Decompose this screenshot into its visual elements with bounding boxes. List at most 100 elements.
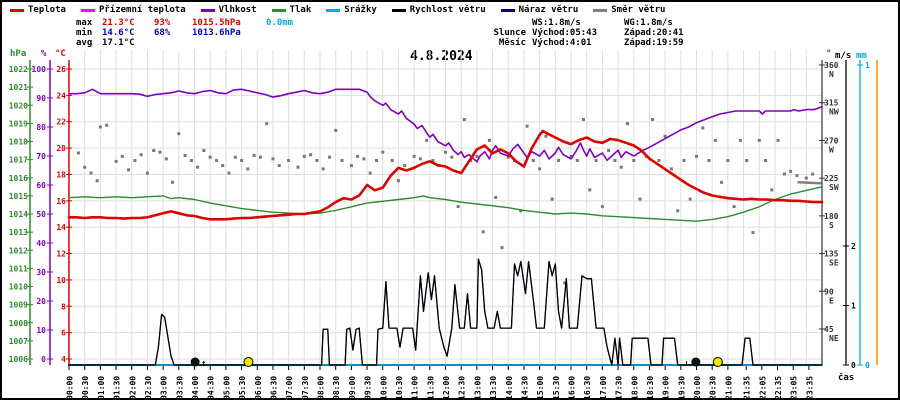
direction-axis-compass-label: NE — [829, 334, 839, 343]
legend-item-label: Směr větru — [611, 5, 666, 15]
humidity-axis-tick-label: 0 — [41, 355, 46, 364]
sunrise-time: Východ:05:43 — [532, 28, 598, 38]
wind-direction-dot — [745, 159, 749, 162]
humidity-axis-tick-label: 50 — [36, 210, 46, 219]
direction-axis-compass-label: S — [829, 221, 834, 230]
min-temperature: 14.6°C — [102, 28, 135, 38]
wind-direction-dot — [462, 118, 466, 121]
wind-direction-dot — [277, 164, 281, 168]
wind-direction-dot — [695, 154, 698, 158]
time-axis-label: 05:30 — [238, 376, 247, 400]
wind-direction-dot — [390, 159, 394, 162]
wind-direction-dot — [638, 197, 642, 201]
wind-direction-dot — [171, 180, 174, 184]
max-temperature: 21.3°C — [102, 18, 135, 28]
pressure-axis-tick-label: 1016 — [9, 174, 28, 183]
time-axis-label: 21:00 — [724, 376, 733, 400]
wind-direction-dot — [569, 154, 573, 158]
direction-axis-degree-label: 135 — [824, 250, 839, 259]
pressure-axis-tick-label: 1008 — [9, 319, 28, 328]
wind-direction-dot — [613, 159, 617, 162]
wind-direction-dot — [764, 159, 767, 162]
rise-arrow-icon: ↑ — [201, 359, 206, 369]
wind-direction-dot — [431, 159, 435, 162]
time-axis-label: 10:00 — [379, 376, 388, 400]
legend-item-sm-r-v-tru: Směr větru — [593, 5, 665, 15]
wind-direction-dot — [519, 209, 523, 213]
temperature-axis-tick-label: 26 — [56, 65, 66, 74]
wind-direction-dot — [506, 155, 510, 159]
direction-axis-degree-label: 225 — [824, 174, 839, 183]
wind-direction-dot — [202, 149, 206, 152]
humidity-axis-unit: % — [41, 49, 47, 59]
wind-direction-dot — [444, 150, 447, 154]
temperature-axis-tick-label: 4 — [61, 355, 66, 364]
time-axis-label: 14:00 — [505, 376, 514, 400]
time-axis-label: 21:35 — [743, 376, 752, 400]
temperature-axis-tick-label: 12 — [56, 250, 66, 259]
legend-color-dash — [200, 8, 215, 12]
wind-direction-dot — [456, 205, 460, 209]
time-axis-label: 23:35 — [805, 376, 814, 400]
time-axis-label: 16:00 — [568, 376, 577, 400]
direction-axis-compass-label: NW — [829, 108, 839, 117]
wind-direction-dot — [89, 171, 93, 175]
time-axis-label: 16:30 — [583, 376, 592, 400]
wind-direction-dot — [271, 157, 275, 161]
wind-direction-dot — [246, 167, 250, 171]
pressure-axis-tick-label: 1012 — [9, 246, 28, 255]
time-axis-label: 23:05 — [790, 376, 799, 400]
time-axis-label: 07:00 — [285, 376, 294, 400]
direction-axis-compass-label: SE — [829, 259, 839, 268]
wind-direction-dot — [726, 159, 730, 162]
stats-min-label: min — [76, 28, 93, 38]
time-axis-label: 22:05 — [758, 376, 767, 400]
stats-avg-row: avg 17.1°C — [76, 38, 293, 48]
pressure-axis-tick-label: 1011 — [9, 264, 28, 273]
direction-axis-unit: ° — [826, 49, 831, 59]
legend-item-label: Srážky — [344, 5, 377, 15]
moonrise-time: Východ:4:01 — [532, 38, 592, 48]
wind-direction-dot — [563, 281, 567, 285]
direction-axis-degree-label: 180 — [824, 212, 839, 221]
wind-direction-dot — [500, 246, 504, 250]
temperature-axis-tick-label: 24 — [56, 91, 66, 100]
wind-direction-dot — [309, 153, 313, 157]
sunset-time: Západ:20:41 — [624, 28, 684, 38]
wind-direction-dot — [418, 157, 422, 161]
wind-direction-dot — [811, 172, 815, 176]
moon-marker-moonrise — [190, 357, 200, 367]
speed-axis-tick-label: 2 — [851, 242, 856, 251]
wind-direction-dot — [396, 179, 400, 183]
pressure-axis-tick-label: 1017 — [9, 156, 28, 165]
wind-direction-dot — [669, 167, 673, 171]
time-axis-label: 03:30 — [175, 376, 184, 400]
humidity-axis-tick-label: 60 — [36, 181, 46, 190]
direction-axis-degree-label: 315 — [824, 99, 839, 108]
pressure-axis-tick-label: 1009 — [9, 301, 28, 310]
time-axis-label: 19:30 — [677, 376, 686, 400]
time-axis-label: 20:00 — [693, 376, 702, 400]
wind-direction-dot — [334, 128, 338, 132]
wind-direction-dot — [158, 150, 162, 154]
time-axis-label: 09:30 — [364, 376, 373, 400]
wind-gust-max: WG:1.8m/s — [624, 18, 673, 28]
temperature-axis-tick-label: 14 — [56, 223, 66, 232]
speed-axis-unit: m/s — [835, 51, 851, 61]
time-axis-label: 08:30 — [332, 376, 341, 400]
legend-item-label: Přízemní teplota — [98, 5, 186, 15]
pressure-axis-tick-label: 1022 — [9, 65, 28, 74]
time-axis-label: 17:00 — [599, 376, 608, 400]
legend-item-label: Tlak — [289, 5, 312, 15]
wind-direction-dot — [804, 176, 808, 180]
time-axis-label: 09:00 — [348, 376, 357, 400]
wind-direction-dot — [233, 155, 237, 159]
wind-direction-dot — [475, 154, 479, 158]
direction-axis-compass-label: N — [829, 70, 834, 79]
time-axis-label: 13:30 — [489, 376, 498, 400]
temperature-axis-tick-label: 18 — [56, 170, 66, 179]
legend-item-label: Teplota — [28, 5, 66, 15]
wind-direction-dot — [145, 171, 149, 175]
humidity-axis-tick-label: 100 — [32, 65, 47, 74]
wind-direction-dot — [557, 159, 560, 162]
